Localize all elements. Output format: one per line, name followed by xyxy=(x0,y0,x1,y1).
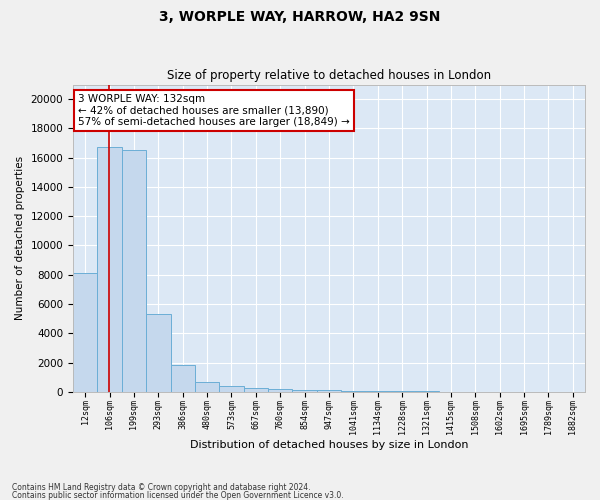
Bar xyxy=(73,274,97,392)
Y-axis label: Number of detached properties: Number of detached properties xyxy=(15,156,25,320)
Bar xyxy=(268,389,292,392)
Bar xyxy=(317,390,341,392)
Text: Contains HM Land Registry data © Crown copyright and database right 2024.: Contains HM Land Registry data © Crown c… xyxy=(12,484,311,492)
Bar xyxy=(195,382,220,392)
Bar xyxy=(292,390,317,392)
X-axis label: Distribution of detached houses by size in London: Distribution of detached houses by size … xyxy=(190,440,468,450)
Text: 3 WORPLE WAY: 132sqm
← 42% of detached houses are smaller (13,890)
57% of semi-d: 3 WORPLE WAY: 132sqm ← 42% of detached h… xyxy=(78,94,350,127)
Bar xyxy=(365,391,390,392)
Bar xyxy=(170,364,195,392)
Bar xyxy=(122,150,146,392)
Bar xyxy=(146,314,170,392)
Bar xyxy=(97,148,122,392)
Bar xyxy=(220,386,244,392)
Bar xyxy=(390,391,415,392)
Text: 3, WORPLE WAY, HARROW, HA2 9SN: 3, WORPLE WAY, HARROW, HA2 9SN xyxy=(160,10,440,24)
Bar xyxy=(244,388,268,392)
Text: Contains public sector information licensed under the Open Government Licence v3: Contains public sector information licen… xyxy=(12,490,344,500)
Title: Size of property relative to detached houses in London: Size of property relative to detached ho… xyxy=(167,69,491,82)
Bar xyxy=(341,390,365,392)
